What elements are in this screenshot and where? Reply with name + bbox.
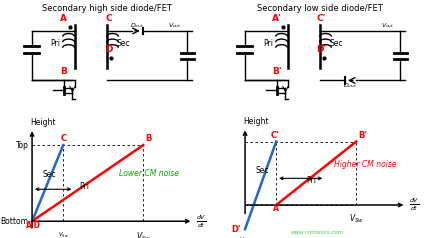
Text: $\frac{V_{Sw}}{n}$: $\frac{V_{Sw}}{n}$ (58, 230, 69, 238)
Text: $\frac{V_{Sw}}{n}$: $\frac{V_{Sw}}{n}$ (239, 235, 250, 238)
Text: Pri: Pri (79, 182, 89, 191)
Text: www.cntronics.com: www.cntronics.com (291, 230, 344, 235)
Text: $\frac{dV}{dt}$: $\frac{dV}{dt}$ (196, 213, 206, 230)
Text: Sec: Sec (330, 39, 343, 48)
Text: A/D: A/D (26, 220, 40, 229)
Text: $D_{out}$: $D_{out}$ (343, 81, 357, 90)
Text: B: B (60, 67, 67, 76)
Text: D': D' (231, 225, 241, 234)
Text: $V_{out}$: $V_{out}$ (381, 21, 394, 30)
Text: Pri: Pri (306, 176, 316, 185)
Text: Secondary low side diode/FET: Secondary low side diode/FET (256, 4, 383, 13)
Text: Sec: Sec (117, 39, 130, 48)
Text: $V_{Sw}$: $V_{Sw}$ (349, 213, 364, 225)
Text: $V_{out}$: $V_{out}$ (168, 21, 181, 30)
Text: Bottom: Bottom (1, 217, 29, 226)
Text: Sec: Sec (42, 170, 55, 179)
Text: C: C (60, 134, 66, 143)
Text: Higher CM noise: Higher CM noise (334, 160, 397, 169)
Text: Lower CM noise: Lower CM noise (119, 169, 179, 178)
Text: D': D' (317, 45, 327, 54)
Text: C': C' (271, 131, 279, 140)
Text: B': B' (272, 67, 282, 76)
Text: $D_{out}$: $D_{out}$ (130, 21, 144, 30)
Text: A': A' (273, 204, 282, 213)
Text: Sec: Sec (255, 166, 268, 175)
Text: B: B (146, 134, 152, 143)
Text: Height: Height (243, 117, 268, 126)
Text: Pri: Pri (50, 39, 60, 48)
Text: A': A' (272, 14, 282, 23)
Text: Top: Top (16, 141, 29, 150)
Text: A: A (60, 14, 67, 23)
Text: C: C (105, 14, 112, 23)
Text: $\frac{dV}{dt}$: $\frac{dV}{dt}$ (409, 197, 419, 213)
Text: D: D (105, 45, 112, 54)
Text: Secondary high side diode/FET: Secondary high side diode/FET (42, 4, 171, 13)
Text: Height: Height (30, 118, 55, 127)
Text: B': B' (359, 131, 367, 140)
Text: Pri: Pri (263, 39, 273, 48)
Text: C': C' (317, 14, 326, 23)
Text: $V_{Sw}$: $V_{Sw}$ (136, 230, 151, 238)
